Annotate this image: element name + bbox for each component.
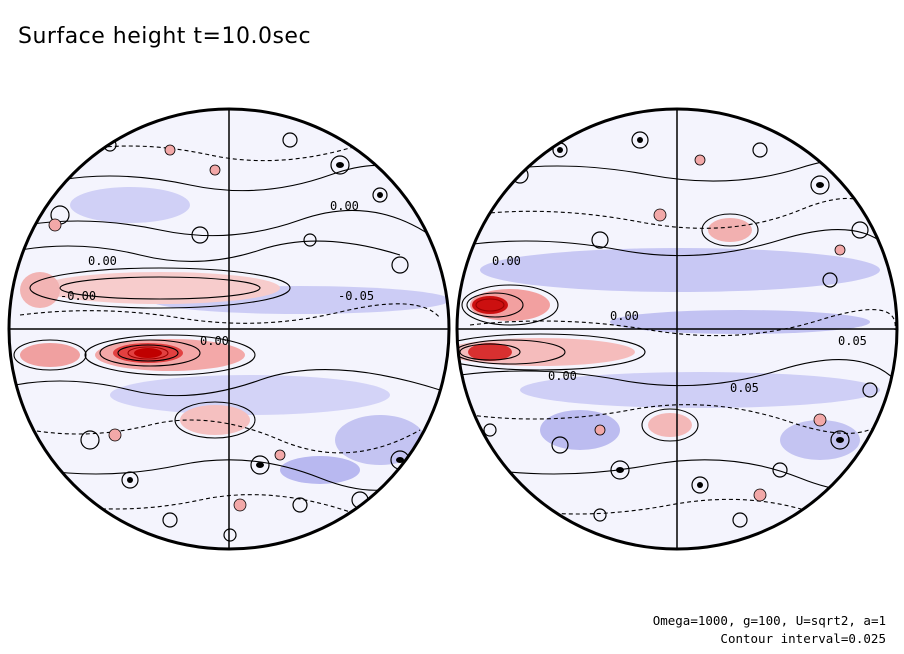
negative-band (540, 410, 620, 450)
contour-label: 0.00 (548, 369, 577, 383)
plot-title: Surface height t=10.0sec (18, 24, 312, 49)
contour-label: 0.00 (330, 199, 359, 213)
contour-label: 0.00 (88, 254, 117, 268)
negative-band (70, 187, 190, 223)
positive-band (708, 218, 752, 242)
negative-band (110, 375, 390, 415)
positive-band (20, 343, 80, 367)
caption: Omega=1000, g=100, U=sqrt2, a=1 Contour … (653, 612, 886, 648)
positive-band (20, 272, 60, 308)
parameters-text: Omega=1000, g=100, U=sqrt2, a=1 (652, 613, 886, 628)
negative-band (335, 415, 425, 465)
contour-label: 0.00 (492, 254, 521, 268)
negative-band (480, 248, 880, 292)
contour-label: -0.05 (338, 289, 374, 303)
negative-band (780, 420, 860, 460)
contour-label: 0.05 (838, 334, 867, 348)
negative-band (610, 310, 870, 334)
negative-band (520, 372, 880, 408)
positive-band (648, 413, 692, 437)
contour-label: 0.05 (730, 381, 759, 395)
negative-band (280, 456, 360, 484)
positive-core (468, 343, 512, 361)
positive-band (180, 405, 250, 435)
contour-label: 0.00 (610, 309, 639, 323)
contour-label: -0.00 (60, 289, 96, 303)
positive-core (134, 348, 162, 358)
contour-labels: 0.00 -0.00 0.00 -0.05 0.00 0.00 0.05 0.0… (60, 199, 867, 395)
contour-interval-text: Contour interval=0.025 (720, 631, 886, 646)
contour-label: 0.00 (200, 334, 229, 348)
positive-band (40, 272, 280, 304)
